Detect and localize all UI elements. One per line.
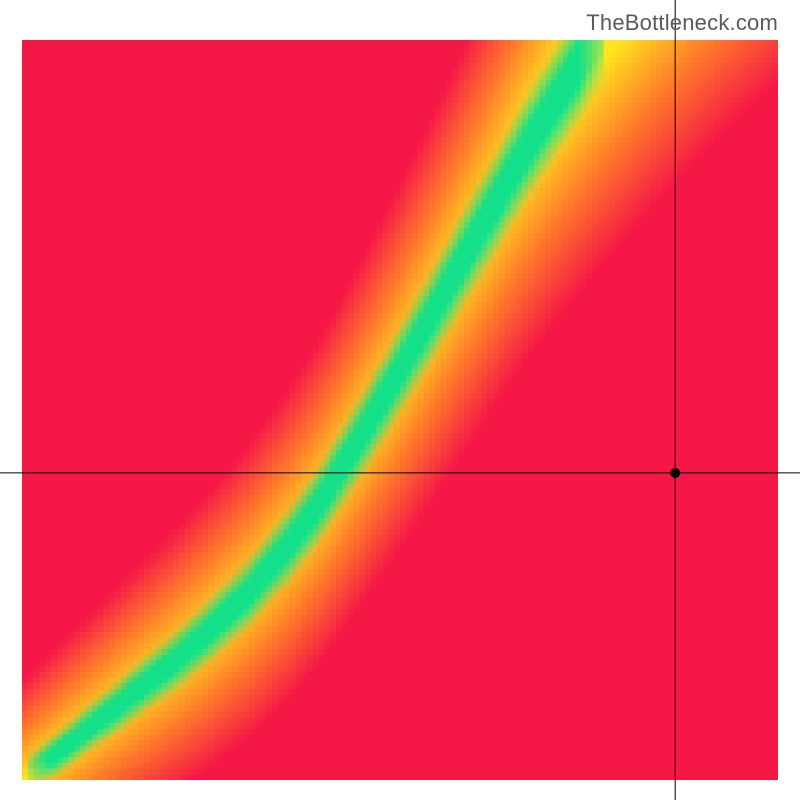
bottleneck-heatmap xyxy=(22,40,778,780)
watermark-label: TheBottleneck.com xyxy=(586,10,778,36)
chart-container: TheBottleneck.com xyxy=(0,0,800,800)
